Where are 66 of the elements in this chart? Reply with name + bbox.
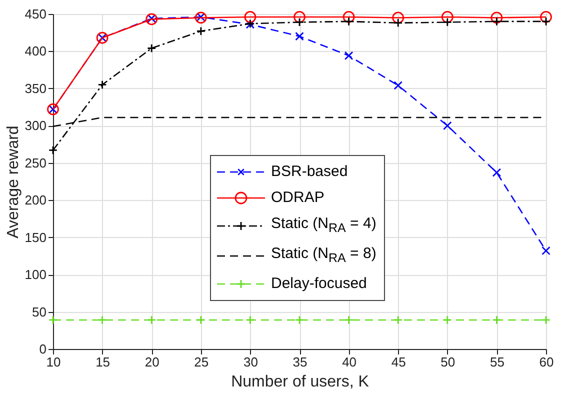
x-tick-label: 50 <box>440 354 456 370</box>
point <box>294 18 304 27</box>
legend-label: Static (N$_{RA}$ = 8) <box>271 244 376 267</box>
x-tick-label: 40 <box>342 354 357 370</box>
point <box>394 81 403 90</box>
legend-label: ODRAP <box>271 188 324 208</box>
x-tick-label: 55 <box>490 354 504 370</box>
point <box>492 315 502 325</box>
x-tick-label: 45 <box>391 354 406 370</box>
point <box>294 315 304 325</box>
point <box>147 315 156 325</box>
point <box>48 146 58 155</box>
point <box>147 44 156 53</box>
x-tick-label: 60 <box>539 354 554 370</box>
y-tick-label: 350 <box>24 80 46 96</box>
legend-label: BSR-based <box>271 162 348 182</box>
point <box>196 26 206 36</box>
point <box>98 80 107 90</box>
point <box>442 121 452 130</box>
point <box>246 315 255 325</box>
point <box>344 16 354 26</box>
x-tick-label: 25 <box>194 354 209 370</box>
point <box>98 315 107 325</box>
point <box>441 11 454 23</box>
x-tick-label: 10 <box>46 354 61 370</box>
y-tick-label: 300 <box>24 118 46 134</box>
point <box>540 11 552 23</box>
point <box>344 315 354 325</box>
point <box>394 315 403 325</box>
y-tick-label: 450 <box>24 6 46 22</box>
point <box>344 51 354 60</box>
x-tick-label: 20 <box>144 354 160 370</box>
point <box>342 11 355 23</box>
y-tick-label: 150 <box>24 230 46 245</box>
point <box>295 32 304 41</box>
point <box>442 18 452 27</box>
legend-label: Static (N$_{RA}$ = 4) <box>271 214 376 237</box>
point <box>442 315 452 325</box>
point <box>542 246 550 256</box>
point <box>492 16 502 26</box>
point <box>146 13 158 26</box>
point <box>244 11 256 23</box>
y-tick-label: 400 <box>24 44 46 59</box>
point <box>294 11 306 23</box>
y-tick-label: 200 <box>24 192 46 208</box>
legend-label: Delay-focused <box>271 274 367 294</box>
y-tick-label: 250 <box>24 155 46 170</box>
point <box>196 12 206 22</box>
point <box>48 315 58 325</box>
x-tick-label: 15 <box>96 354 110 370</box>
point <box>394 18 403 28</box>
y-tick-label: 50 <box>32 304 46 320</box>
y-tick-label: 0 <box>39 342 46 356</box>
point <box>147 14 156 23</box>
point <box>490 12 503 24</box>
y-tick-label: 100 <box>24 267 46 282</box>
x-tick-label: 30 <box>243 354 258 370</box>
point <box>392 12 404 24</box>
point <box>492 168 502 177</box>
point <box>196 315 206 325</box>
point <box>541 315 551 325</box>
x-axis-title: Number of users, K <box>231 374 370 390</box>
point <box>541 16 551 26</box>
y-axis-title: Average reward <box>4 126 22 238</box>
x-tick-label: 35 <box>292 354 308 370</box>
point <box>194 12 207 24</box>
